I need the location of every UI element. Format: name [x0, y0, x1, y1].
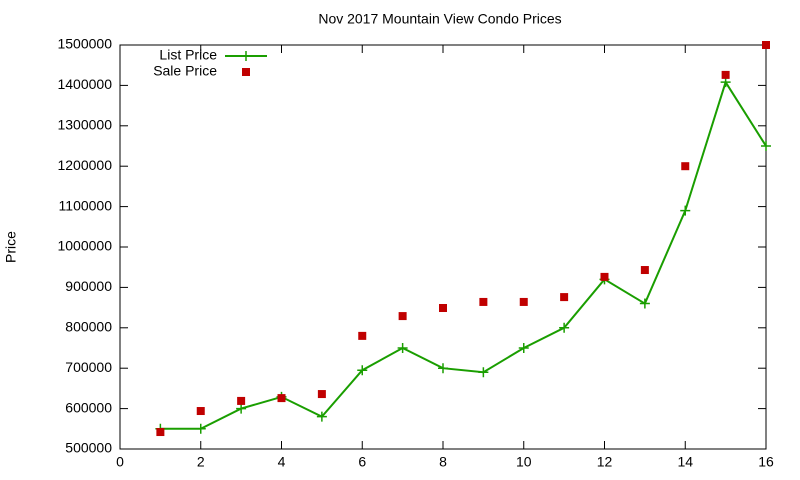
- data-point: [438, 363, 448, 374]
- legend-label: List Price: [159, 47, 217, 63]
- legend-marker: [241, 51, 251, 61]
- legend-label: Sale Price: [153, 63, 217, 79]
- data-point: [357, 365, 368, 376]
- x-tick-label: 14: [677, 454, 693, 470]
- y-tick-label: 700000: [65, 359, 112, 375]
- data-point: [479, 297, 488, 306]
- data-point: [196, 407, 205, 416]
- data-point: [519, 297, 528, 306]
- y-tick-label: 1500000: [57, 36, 112, 52]
- x-tick-label: 2: [197, 454, 205, 470]
- y-tick-label: 1400000: [57, 76, 112, 92]
- data-point: [680, 205, 691, 216]
- data-point: [237, 396, 246, 405]
- x-tick-label: 8: [439, 454, 447, 470]
- data-point: [518, 343, 529, 353]
- data-point: [681, 162, 690, 171]
- y-axis-label: Price: [3, 231, 19, 263]
- y-tick-label: 900000: [65, 278, 112, 294]
- data-point: [640, 266, 649, 275]
- x-tick-label: 6: [358, 454, 366, 470]
- y-tick-label: 1000000: [57, 238, 112, 254]
- x-tick-label: 4: [278, 454, 286, 470]
- data-point: [156, 428, 165, 437]
- y-tick-label: 1200000: [57, 157, 112, 173]
- data-point: [195, 423, 206, 434]
- data-point: [439, 304, 447, 313]
- y-tick-label: 500000: [65, 440, 112, 456]
- legend-marker: [242, 68, 250, 76]
- data-point: [639, 298, 650, 309]
- x-tick-label: 12: [597, 454, 613, 470]
- data-point: [761, 141, 771, 151]
- data-point: [398, 312, 407, 321]
- x-tick-label: 16: [758, 454, 774, 470]
- y-tick-label: 800000: [65, 319, 112, 335]
- y-tick-label: 600000: [65, 399, 112, 415]
- y-tick-label: 1300000: [57, 117, 112, 133]
- data-point: [600, 272, 609, 281]
- data-point: [559, 322, 570, 333]
- data-point: [762, 41, 770, 49]
- x-tick-label: 0: [116, 454, 124, 470]
- data-point: [721, 70, 730, 79]
- data-point: [236, 403, 247, 414]
- data-point: [478, 367, 489, 378]
- data-point: [277, 394, 286, 403]
- x-tick-label: 10: [516, 454, 532, 470]
- data-point: [316, 411, 327, 422]
- data-point: [397, 343, 408, 353]
- data-point: [358, 331, 367, 340]
- chart-title: Nov 2017 Mountain View Condo Prices: [318, 11, 561, 27]
- data-point: [560, 293, 569, 302]
- data-point: [317, 390, 326, 399]
- series-line: [160, 79, 767, 430]
- y-tick-label: 1100000: [59, 197, 113, 213]
